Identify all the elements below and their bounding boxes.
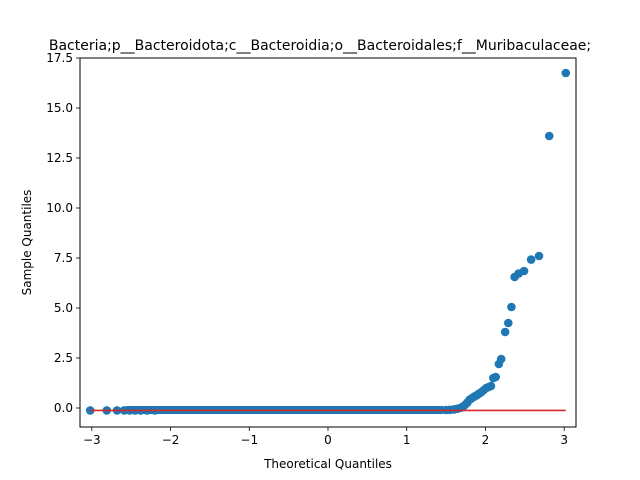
- x-axis-label: Theoretical Quantiles: [263, 457, 392, 471]
- plot-frame: [79, 57, 577, 428]
- y-tick-label: 12.5: [46, 151, 73, 165]
- x-tick-label: −2: [162, 433, 180, 447]
- chart-title: Bacteria;p__Bacteroidota;c__Bacteroidia;…: [49, 38, 591, 54]
- data-point: [534, 251, 544, 261]
- y-tick-label: 7.5: [54, 251, 73, 265]
- plot-area: [85, 68, 571, 415]
- y-tick-label: 10.0: [46, 201, 73, 215]
- x-tick-label: −3: [83, 433, 101, 447]
- x-tick-label: −1: [240, 433, 258, 447]
- y-axis-label: Sample Quantiles: [20, 190, 34, 296]
- x-tick-label: 1: [403, 433, 411, 447]
- data-point: [486, 381, 496, 391]
- data-point: [561, 68, 571, 78]
- y-tick-label: 17.5: [46, 51, 73, 65]
- data-point: [500, 327, 510, 337]
- y-tick-label: 2.5: [54, 351, 73, 365]
- data-point: [491, 372, 500, 382]
- data-point: [496, 354, 506, 364]
- data-point: [503, 318, 513, 328]
- data-point: [507, 302, 516, 312]
- x-axis: −3 −2 −1 0 1 2 3: [83, 427, 568, 447]
- x-tick-label: 0: [324, 433, 332, 447]
- data-point: [519, 266, 529, 276]
- y-tick-label: 5.0: [54, 301, 73, 315]
- data-point: [526, 255, 536, 264]
- y-tick-label: 0.0: [54, 401, 73, 415]
- x-tick-label: 2: [482, 433, 490, 447]
- y-tick-label: 15.0: [46, 101, 73, 115]
- data-point: [544, 131, 554, 141]
- x-tick-label: 3: [560, 433, 568, 447]
- y-axis: 0.0 2.5 5.0 7.5 10.0 12.5 15.0 17.5: [46, 51, 80, 415]
